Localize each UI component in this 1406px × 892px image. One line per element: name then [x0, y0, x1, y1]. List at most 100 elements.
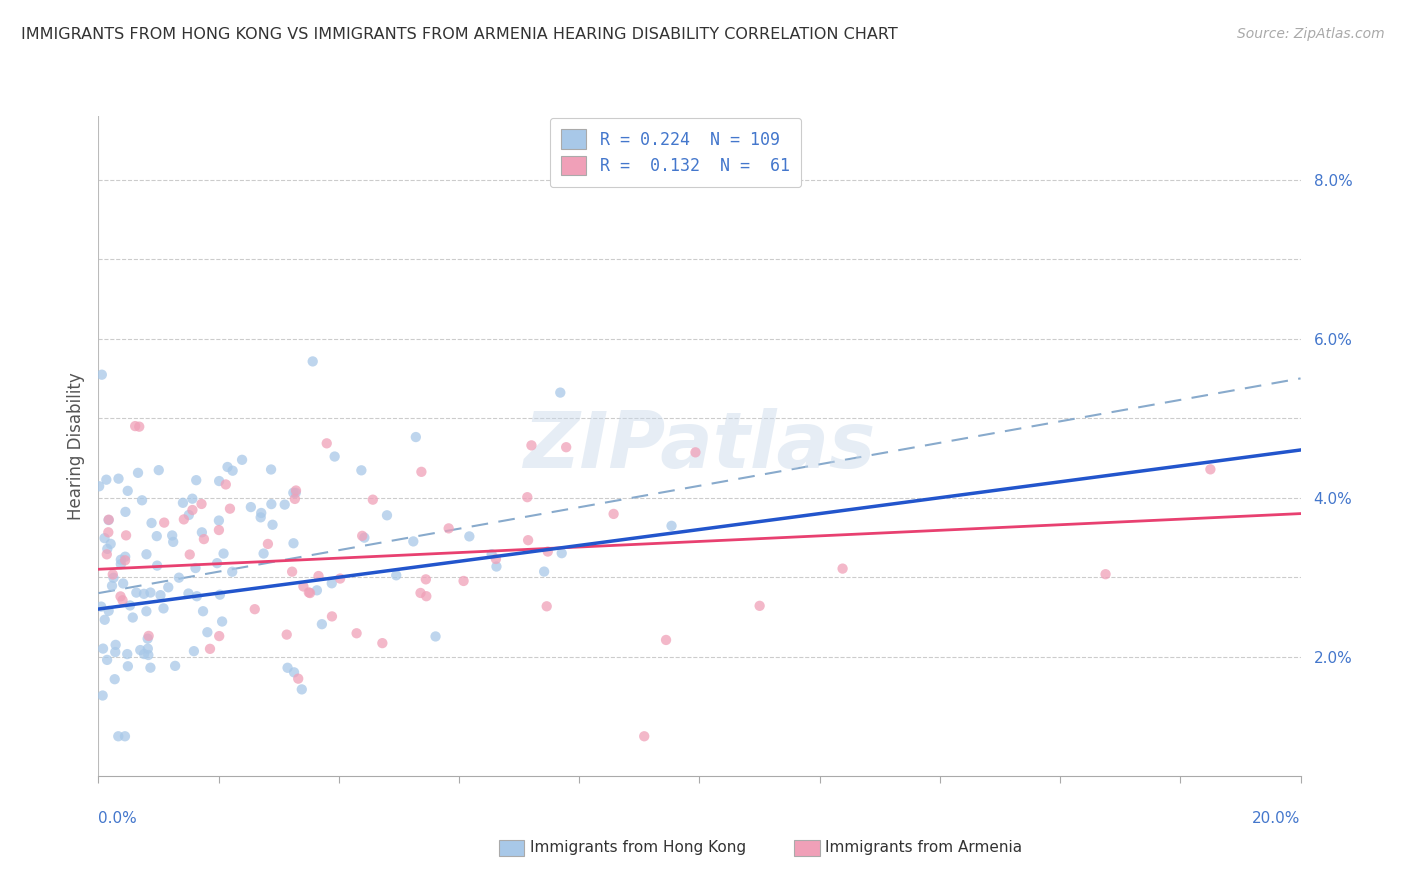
Point: [287, 672, 309, 686]
Text: 0.0%: 0.0%: [98, 812, 138, 826]
Point: [221, 565, 243, 579]
Point: [211, 615, 233, 629]
Point: [212, 547, 235, 561]
Point: [100, 537, 122, 551]
Point: [121, 610, 143, 624]
Point: [96, 473, 118, 487]
Point: [291, 682, 314, 697]
Point: [661, 518, 683, 533]
Point: [215, 477, 238, 491]
Point: [111, 593, 134, 607]
Point: [831, 561, 853, 575]
Point: [167, 571, 190, 585]
Point: [516, 490, 538, 504]
Point: [96, 547, 118, 561]
Point: [405, 430, 427, 444]
Point: [107, 472, 129, 486]
Point: [520, 438, 543, 452]
Legend: R = 0.224  N = 109, R =  0.132  N =  61: R = 0.224 N = 109, R = 0.132 N = 61: [550, 118, 801, 187]
Point: [243, 602, 266, 616]
Point: [353, 531, 375, 545]
Point: [276, 627, 298, 641]
Point: [409, 586, 432, 600]
Y-axis label: Hearing Disability: Hearing Disability: [66, 372, 84, 520]
Point: [375, 508, 398, 523]
Point: [101, 579, 124, 593]
Point: [193, 532, 215, 546]
Point: [252, 547, 274, 561]
Point: [136, 632, 159, 646]
Point: [262, 517, 284, 532]
Point: [191, 525, 214, 540]
Point: [551, 546, 574, 560]
Point: [284, 485, 307, 500]
Point: [311, 617, 333, 632]
Point: [97, 604, 120, 618]
Point: [97, 513, 120, 527]
Point: [305, 583, 328, 598]
Point: [117, 483, 139, 498]
Point: [425, 630, 447, 644]
Point: [292, 579, 315, 593]
Point: [153, 516, 176, 530]
Point: [89, 479, 111, 493]
Point: [186, 473, 208, 487]
Point: [285, 483, 308, 498]
Point: [117, 659, 139, 673]
Point: [685, 445, 707, 459]
Point: [112, 576, 135, 591]
Point: [190, 497, 212, 511]
Point: [385, 568, 408, 582]
Point: [139, 585, 162, 599]
Point: [148, 463, 170, 477]
Point: [173, 512, 195, 526]
Point: [136, 648, 159, 662]
Point: [132, 587, 155, 601]
Point: [104, 638, 127, 652]
Point: [146, 558, 169, 573]
Point: [281, 565, 304, 579]
Point: [308, 569, 330, 583]
Point: [198, 641, 221, 656]
Point: [217, 460, 239, 475]
Point: [179, 548, 201, 562]
Point: [458, 529, 481, 543]
Point: [415, 572, 437, 586]
Point: [131, 493, 153, 508]
Point: [321, 576, 343, 591]
Point: [139, 661, 162, 675]
Point: [191, 604, 214, 618]
Point: [485, 559, 508, 574]
Point: [250, 506, 273, 520]
Point: [177, 586, 200, 600]
Point: [115, 528, 138, 542]
Point: [239, 500, 262, 514]
Point: [257, 537, 280, 551]
Point: [183, 644, 205, 658]
Point: [101, 567, 124, 582]
Point: [208, 514, 231, 528]
Point: [415, 589, 437, 603]
Point: [91, 689, 114, 703]
Point: [129, 643, 152, 657]
Point: [748, 599, 770, 613]
Point: [162, 535, 184, 549]
Point: [103, 571, 125, 585]
Point: [104, 645, 127, 659]
Point: [315, 436, 337, 450]
Point: [284, 491, 307, 506]
Point: [655, 632, 678, 647]
Point: [125, 585, 148, 599]
Point: [283, 536, 305, 550]
Point: [96, 653, 118, 667]
Point: [118, 599, 141, 613]
Point: [633, 729, 655, 743]
Point: [132, 647, 155, 661]
Point: [453, 574, 475, 588]
Point: [371, 636, 394, 650]
Point: [537, 544, 560, 558]
Point: [346, 626, 368, 640]
Point: [208, 474, 231, 488]
Point: [117, 647, 139, 661]
Point: [110, 557, 132, 571]
